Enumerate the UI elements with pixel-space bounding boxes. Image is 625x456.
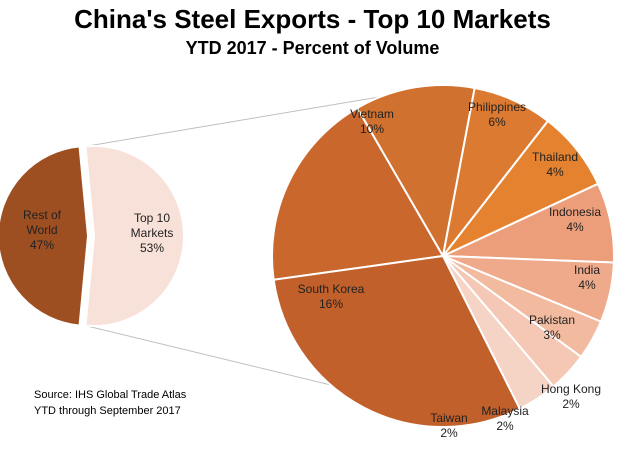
pie-slice-philippines	[355, 84, 476, 259]
slice-label-rest-of-world: Rest of World 47%	[23, 208, 62, 252]
slice-label-malaysia: Malaysia 2%	[481, 404, 529, 433]
slice-label-top-10-markets: Top 10 Markets 53%	[131, 211, 174, 255]
source-line-2: YTD through September 2017	[34, 405, 181, 417]
slice-label-indonesia: Indonesia 4%	[549, 205, 601, 234]
slice-label-philippines: Philippines 6%	[468, 100, 526, 129]
chart-title: China's Steel Exports - Top 10 Markets	[74, 4, 551, 34]
pie-slice-top-10-markets	[84, 145, 185, 327]
slice-label-thailand: Thailand 4%	[532, 150, 578, 179]
pie-slice-south-korea	[272, 254, 522, 428]
connector-line-bottom	[85, 325, 373, 396]
slice-label-india: India 4%	[574, 263, 600, 292]
source-note: Source: IHS Global Trade Atlas YTD throu…	[34, 387, 186, 419]
slice-label-pakistan: Pakistan 3%	[529, 313, 575, 342]
chart-subtitle: YTD 2017 - Percent of Volume	[185, 38, 440, 58]
slice-label-vietnam: Vietnam 10%	[350, 107, 394, 136]
pie-slice-vietnam	[271, 106, 445, 281]
connector-line-top	[85, 95, 386, 147]
source-line-1: Source: IHS Global Trade Atlas	[34, 389, 187, 401]
slice-label-south-korea: South Korea 16%	[298, 282, 365, 311]
slice-label-taiwan: Taiwan 2%	[430, 411, 467, 440]
slice-label-hong-kong: Hong Kong 2%	[541, 382, 601, 411]
pie-slice-rest-of-world	[0, 145, 90, 327]
